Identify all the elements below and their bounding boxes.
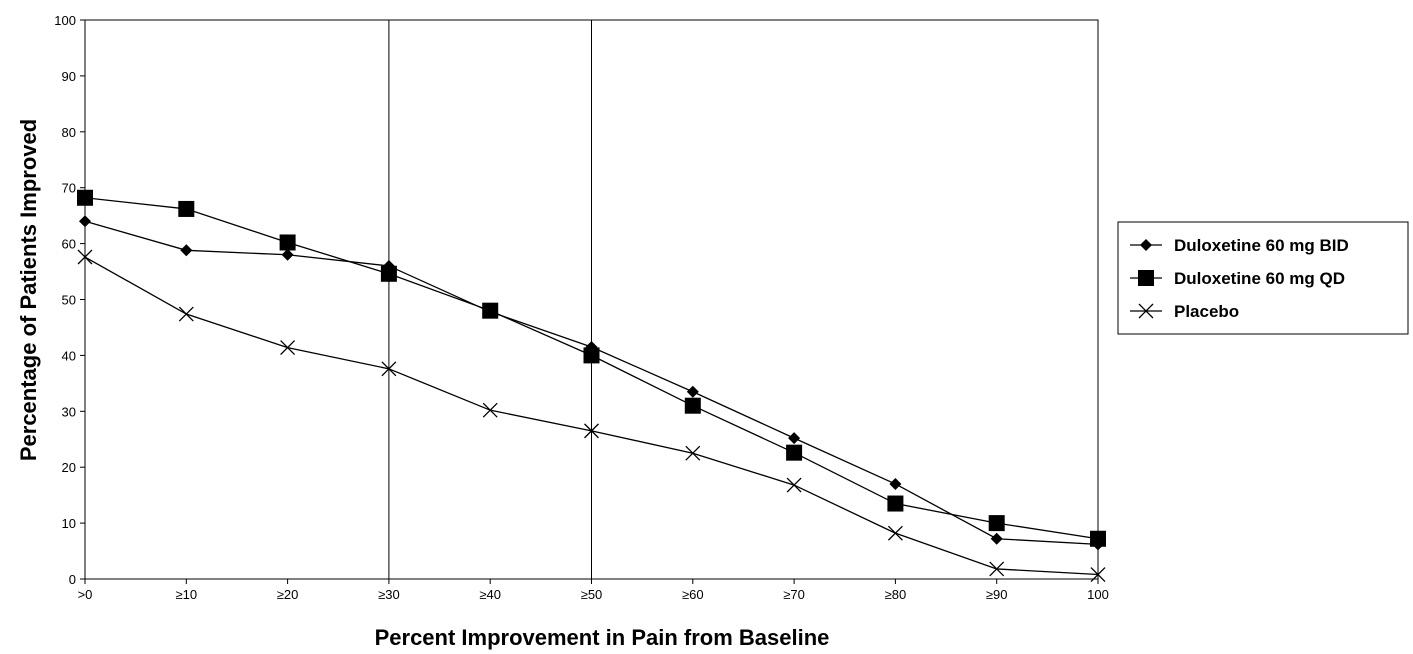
data-point — [77, 249, 93, 265]
data-point — [583, 347, 600, 364]
data-point — [788, 432, 801, 445]
data-point — [786, 444, 803, 461]
legend-item: Duloxetine 60 mg BID — [1130, 236, 1349, 255]
legend-marker — [1138, 303, 1154, 319]
data-point — [887, 495, 904, 512]
x-tick-label: 100 — [1087, 587, 1109, 602]
y-tick-label: 30 — [62, 404, 76, 419]
legend-label: Placebo — [1174, 302, 1239, 321]
series-1 — [77, 189, 1106, 547]
legend-marker — [1140, 239, 1152, 251]
data-point — [178, 200, 195, 217]
series-layer — [77, 189, 1106, 582]
data-point — [988, 515, 1005, 532]
x-axis: >0 ≥10 ≥20 ≥30 ≥40 ≥50 ≥60 ≥70 ≥80 ≥90 100 — [78, 579, 1109, 602]
data-point — [482, 302, 499, 319]
x-tick-label: ≥70 — [783, 587, 805, 602]
y-axis: 0 10 20 30 40 50 60 70 80 90 100 — [54, 13, 85, 587]
data-point — [990, 532, 1003, 545]
x-tick-label: ≥60 — [682, 587, 704, 602]
legend — [1117, 221, 1409, 335]
data-point — [281, 248, 294, 261]
data-point — [482, 402, 498, 418]
data-point — [380, 265, 397, 282]
y-axis-title: Percentage of Patients Improved — [16, 119, 41, 461]
data-point — [178, 306, 194, 322]
legend-label: Duloxetine 60 mg QD — [1174, 269, 1345, 288]
y-tick-label: 90 — [62, 69, 76, 84]
x-tick-label: ≥30 — [378, 587, 400, 602]
y-tick-label: 0 — [69, 572, 76, 587]
y-tick-label: 60 — [62, 237, 76, 252]
x-tick-label: ≥20 — [277, 587, 299, 602]
data-point — [77, 189, 93, 206]
data-point — [79, 215, 91, 228]
series-2 — [77, 249, 1106, 582]
reference-lines — [388, 20, 592, 579]
y-tick-label: 20 — [62, 460, 76, 475]
x-tick-label: ≥40 — [479, 587, 501, 602]
data-point — [889, 477, 902, 490]
y-tick-label: 100 — [54, 13, 76, 28]
data-point — [686, 385, 699, 398]
y-tick-label: 10 — [62, 516, 76, 531]
data-point — [180, 244, 193, 257]
x-axis-title: Percent Improvement in Pain from Baselin… — [375, 625, 830, 650]
x-tick-label: ≥90 — [986, 587, 1008, 602]
data-point — [989, 561, 1005, 577]
y-tick-label: 80 — [62, 125, 76, 140]
legend-item: Duloxetine 60 mg QD — [1130, 269, 1345, 288]
y-tick-label: 50 — [62, 293, 76, 308]
data-point — [786, 477, 802, 493]
x-tick-label: >0 — [78, 587, 93, 602]
data-point — [887, 525, 903, 541]
data-point — [381, 361, 397, 377]
legend-marker — [1138, 270, 1154, 286]
x-tick-label: ≥50 — [581, 587, 603, 602]
legend-items: Duloxetine 60 mg BID Duloxetine 60 mg QD P… — [1130, 236, 1349, 321]
data-point — [685, 445, 701, 461]
y-tick-label: 70 — [62, 181, 76, 196]
x-tick-label: ≥10 — [175, 587, 197, 602]
data-point — [584, 423, 599, 439]
series-0 — [79, 215, 1104, 551]
legend-label: Duloxetine 60 mg BID — [1174, 236, 1349, 255]
y-tick-label: 40 — [62, 348, 76, 363]
data-point — [684, 397, 701, 414]
x-tick-label: ≥80 — [885, 587, 907, 602]
data-point — [279, 234, 296, 251]
legend-item: Placebo — [1130, 302, 1239, 321]
data-point — [280, 340, 296, 356]
data-point — [1090, 530, 1106, 547]
data-point — [1090, 567, 1106, 582]
